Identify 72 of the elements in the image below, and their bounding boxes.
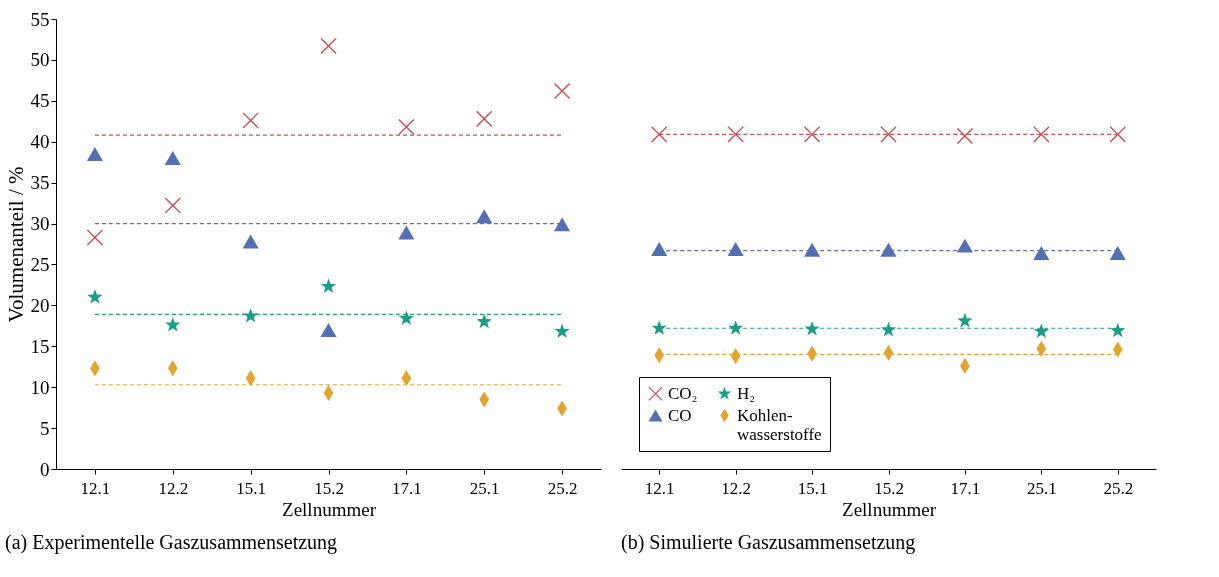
point <box>242 112 259 129</box>
point <box>320 37 337 55</box>
point <box>1033 323 1050 339</box>
x-axis-title: Zellnummer <box>282 498 377 520</box>
point <box>880 126 897 143</box>
x-tick-label: 25.2 <box>547 478 578 498</box>
point <box>957 312 973 328</box>
point <box>476 313 492 329</box>
point <box>165 316 181 332</box>
point <box>651 241 668 256</box>
x-axis-title: Zellnummer <box>842 498 937 520</box>
y-tick-label: 10 <box>30 376 50 398</box>
y-tick-label: 20 <box>30 294 50 316</box>
point <box>476 209 493 224</box>
x-tick-label: 15.1 <box>236 478 267 498</box>
y-tick-label: 5 <box>40 417 50 439</box>
x-tick-label: 17.1 <box>391 478 422 498</box>
point <box>87 289 103 304</box>
point <box>554 82 571 100</box>
point <box>86 229 103 246</box>
point <box>956 238 973 253</box>
y-tick-label: 40 <box>30 131 50 153</box>
point <box>320 278 337 294</box>
point <box>956 127 973 145</box>
point <box>727 241 744 256</box>
point <box>398 310 415 325</box>
y-tick-label: 35 <box>30 172 50 194</box>
point <box>804 126 821 143</box>
point <box>651 126 668 143</box>
y-tick-label: 55 <box>30 8 50 30</box>
point <box>1110 322 1126 338</box>
y-tick-label: 50 <box>30 49 50 71</box>
point <box>398 118 415 136</box>
x-tick-label: 25.2 <box>1103 478 1134 498</box>
point <box>880 321 897 337</box>
legend-label: CO <box>668 405 692 425</box>
point <box>1109 246 1126 260</box>
x-tick-label: 12.2 <box>158 478 189 498</box>
text: (a) Experimentelle Gaszusammensetzung <box>5 531 338 554</box>
x-tick-label: 12.1 <box>80 478 111 498</box>
point <box>86 147 103 161</box>
x-tick-label: 12.1 <box>644 478 675 498</box>
y-tick-label: 0 <box>40 458 50 480</box>
x-tick-label: 12.2 <box>721 478 752 498</box>
y-axis-title: Volumenanteil / % <box>3 166 28 323</box>
point <box>242 234 259 249</box>
legend-label: H₂ <box>737 383 756 403</box>
point <box>320 322 337 337</box>
legend-label: Kohlen- wasserstoffe <box>737 405 822 444</box>
x-tick-label: 17.1 <box>950 478 981 498</box>
x-tick-label: 25.1 <box>469 478 500 498</box>
point <box>880 242 897 257</box>
point <box>164 151 181 166</box>
point <box>554 217 571 232</box>
y-tick-label: 25 <box>30 253 50 275</box>
y-tick-label: 30 <box>30 213 50 235</box>
x-tick-label: 15.2 <box>314 478 344 498</box>
point <box>554 323 570 339</box>
point <box>164 197 181 214</box>
x-tick-label: 15.1 <box>797 478 828 498</box>
point <box>242 307 259 323</box>
point <box>1033 246 1050 260</box>
point <box>1109 126 1126 143</box>
y-tick-label: 45 <box>30 90 50 112</box>
x-tick-label: 25.1 <box>1026 478 1057 498</box>
point <box>398 225 415 240</box>
y-tick-label: 15 <box>30 335 50 357</box>
text: (b) Simulierte Gaszusammensetzung <box>621 531 916 554</box>
point <box>804 242 821 257</box>
x-tick-label: 15.2 <box>874 478 904 498</box>
point <box>651 320 667 335</box>
legend-label: CO₂ <box>668 383 698 403</box>
